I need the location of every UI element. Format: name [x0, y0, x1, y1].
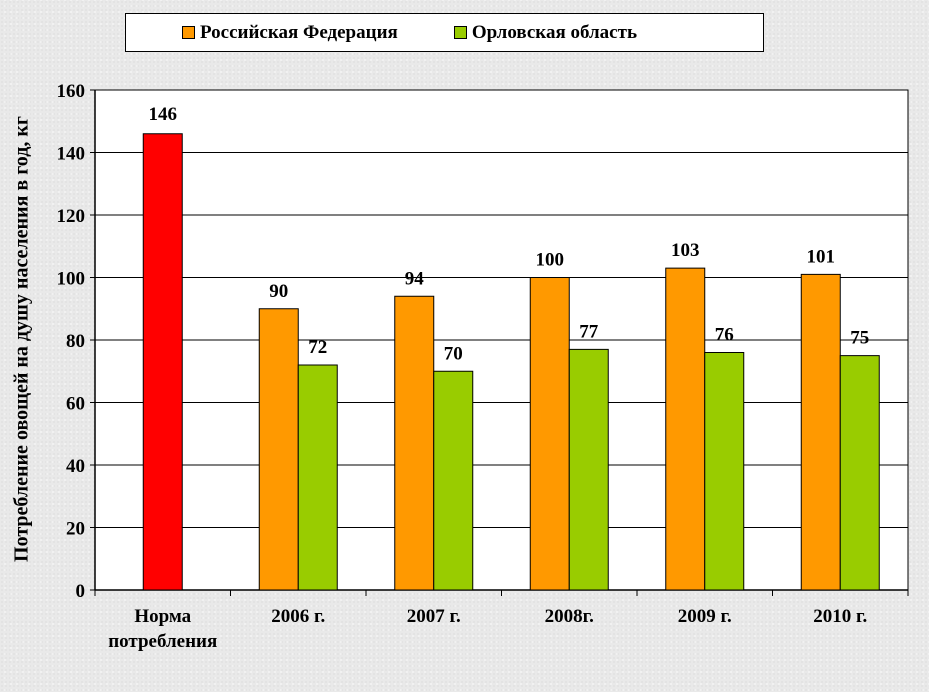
y-tick-label: 140 [57, 144, 86, 165]
y-tick-label: 120 [57, 206, 86, 227]
bar-orel [568, 348, 609, 591]
x-tick-label: 2010 г. [813, 606, 867, 627]
y-tick-label: 60 [66, 394, 85, 415]
bar-rf [394, 295, 435, 591]
x-tick-label: 2008г. [545, 606, 594, 627]
legend-item-orel: Орловская область [453, 21, 637, 44]
x-tick-label: Норма [134, 606, 191, 627]
data-label-rf: 101 [807, 246, 836, 267]
y-tick-label: 160 [57, 81, 86, 102]
legend-swatch-orel [453, 26, 467, 39]
x-tick-label: потребления [108, 631, 217, 652]
bar-norm [142, 133, 183, 591]
y-tick-label: 80 [66, 331, 85, 352]
data-label-orel: 70 [444, 343, 463, 364]
x-tick-label: 2007 г. [407, 606, 461, 627]
y-tick-label: 0 [76, 581, 86, 602]
data-label-rf: 90 [269, 281, 288, 302]
data-label-norm: 146 [149, 104, 178, 125]
bar-orel [297, 364, 338, 591]
x-tick-label: 2006 г. [271, 606, 325, 627]
bar-rf [529, 277, 570, 591]
x-tick-label: 2009 г. [678, 606, 732, 627]
legend-swatch-rf [182, 26, 195, 39]
data-label-rf: 103 [671, 240, 700, 261]
legend-label-orel: Орловская область [471, 21, 637, 43]
y-tick-label: 40 [66, 456, 85, 477]
data-label-orel: 77 [579, 321, 599, 342]
bar-rf [800, 273, 841, 591]
data-label-orel: 75 [850, 328, 869, 349]
data-label-orel: 76 [715, 325, 734, 346]
legend: Российская Федерация Орловская область [125, 13, 764, 52]
bar-orel [433, 370, 474, 591]
bar-rf [665, 267, 706, 591]
y-tick-label: 20 [66, 519, 85, 540]
data-label-rf: 94 [405, 268, 425, 289]
legend-item-rf: Российская Федерация [182, 22, 398, 44]
legend-label-rf: Российская Федерация [200, 21, 398, 43]
data-label-rf: 100 [536, 250, 565, 271]
bar-orel [704, 352, 745, 591]
y-tick-label: 100 [57, 269, 86, 290]
data-label-orel: 72 [308, 337, 327, 358]
bar-orel [839, 355, 880, 591]
bar-rf [258, 308, 299, 591]
